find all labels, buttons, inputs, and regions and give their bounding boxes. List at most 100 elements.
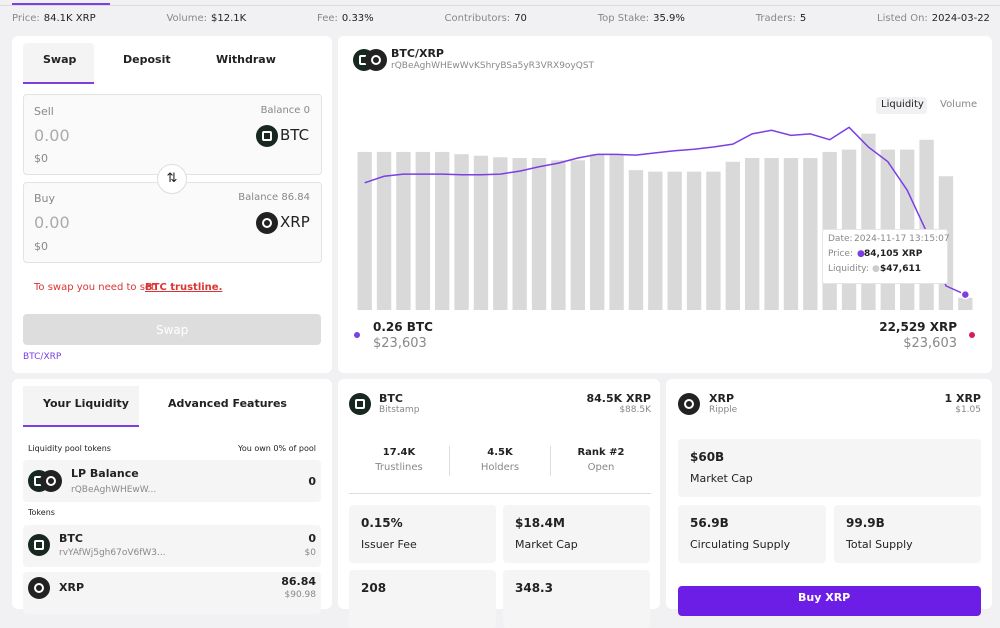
info-value: 348.3 [515, 581, 553, 595]
btc-row [23, 525, 321, 567]
bar [783, 158, 799, 310]
info-value: 56.9B [690, 516, 729, 530]
stat: Volume: $12.1K [166, 13, 246, 29]
info-value: $60B [690, 450, 725, 464]
usd: $0 [34, 240, 48, 253]
stat-label: Open [587, 462, 615, 473]
token-name: BTC [59, 532, 83, 545]
base-dot [354, 332, 360, 338]
tab-active[interactable] [23, 43, 94, 84]
lp-address[interactable]: rQBeAghWHEwW... [71, 485, 157, 495]
pair: BTC/XRP [391, 47, 444, 60]
tooltip-price: 84,105 XRP [864, 249, 923, 259]
xrp-icon [678, 393, 700, 415]
stat: Traders: 5 [756, 13, 806, 29]
base-amount: 0.26 BTC [373, 320, 433, 334]
token[interactable]: BTC [280, 126, 310, 144]
price: 1 XRP [944, 392, 982, 405]
hover-point [960, 289, 971, 300]
info-label: Total Supply [846, 538, 913, 551]
token-address: rvYAfWj5gh67oV6fW3... [59, 548, 166, 558]
toggle-active[interactable] [876, 97, 927, 114]
stat-value: 0.33% [341, 13, 374, 24]
bar [531, 158, 547, 310]
tab[interactable]: Advanced Features [168, 397, 287, 410]
token[interactable]: XRP [280, 213, 310, 231]
label: Buy [34, 192, 56, 205]
balance: Balance 0 [260, 105, 310, 116]
swap-button[interactable] [23, 314, 321, 345]
swap-button-label[interactable]: Swap [156, 323, 189, 337]
balance: Balance 86.84 [238, 192, 310, 203]
info-value: 208 [361, 581, 387, 595]
tooltip-label: Date: [828, 234, 853, 244]
stat-label: Contributors: [444, 13, 511, 24]
toggle[interactable]: Liquidity [881, 99, 924, 110]
amount-input[interactable]: 0.00 [34, 213, 70, 232]
amount-input[interactable]: 0.00 [34, 126, 70, 145]
bar [958, 297, 973, 310]
stat-label: Top Stake: [597, 13, 650, 24]
bar [628, 170, 644, 310]
btc-icon [349, 393, 371, 415]
label: Liquidity pool tokens [28, 444, 111, 453]
bar [725, 161, 740, 310]
toggle[interactable]: Volume [940, 99, 978, 110]
tab-active[interactable] [23, 386, 139, 427]
xrp-icon [256, 212, 278, 234]
btc-icon [256, 125, 278, 147]
usd: $0 [34, 152, 48, 165]
divider [349, 493, 651, 494]
bar [590, 154, 605, 310]
bar [686, 171, 702, 310]
token-amount: 86.84 [281, 575, 316, 588]
tooltip-label: Liquidity: [828, 264, 869, 274]
tooltip-liquidity: $47,611 [880, 264, 921, 274]
lp-amount: 0 [308, 475, 316, 488]
info-label: Market Cap [515, 538, 578, 551]
stat: Price: 84.1K XRP [12, 13, 96, 29]
divider [449, 446, 450, 476]
usd: $1.05 [955, 405, 981, 415]
stat-value: $12.1K [211, 13, 247, 24]
buy-button-label[interactable]: Buy XRP [798, 591, 851, 604]
stat-label: Volume: [166, 13, 207, 24]
bar [493, 157, 508, 310]
tab[interactable]: Withdraw [216, 53, 276, 66]
bar [357, 151, 372, 310]
switch-button[interactable]: ⇅ [157, 164, 187, 194]
stat: Top Stake: 35.9% [598, 13, 685, 29]
quote-dot [969, 332, 975, 338]
notice: To swap you need to set [34, 282, 155, 293]
tooltip-label: Price: [828, 249, 853, 259]
token-name: XRP [709, 392, 735, 405]
bar [376, 151, 392, 310]
pair-link[interactable]: BTC/XRP [23, 352, 62, 362]
info-box [678, 439, 981, 497]
trustline-link[interactable]: BTC trustline. [145, 282, 223, 293]
top-tab-indicator [12, 3, 110, 5]
stat-value: 70 [514, 13, 527, 24]
label: You own 0% of pool [238, 444, 316, 453]
stat-value: 35.9% [653, 13, 685, 24]
info-box [834, 505, 981, 563]
bar [648, 171, 663, 310]
info-value: $18.4M [515, 516, 565, 530]
info-box [503, 570, 650, 628]
info-label: Issuer Fee [361, 538, 417, 551]
tab[interactable]: Deposit [123, 53, 171, 66]
stat-label: Traders: [755, 13, 796, 24]
bar [415, 151, 430, 310]
token-amount: 0 [308, 532, 316, 545]
price-line [364, 126, 966, 296]
xrp-icon [40, 470, 62, 492]
stat: Listed On: 2024-03-22 [877, 13, 990, 29]
info-box [349, 570, 496, 628]
address[interactable]: rQBeAghWHEwWvKShryBSa5yR3VRX9oyQST [391, 61, 595, 71]
tooltip [822, 229, 948, 284]
info-label: Circulating Supply [690, 538, 791, 551]
tab[interactable]: Your Liquidity [43, 397, 129, 410]
tab[interactable]: Swap [43, 53, 77, 66]
page: Price: 84.1K XRP Volume: $12.1K Fee: 0.33% Con… [0, 3, 1000, 616]
stat-value: 5 [799, 13, 807, 24]
